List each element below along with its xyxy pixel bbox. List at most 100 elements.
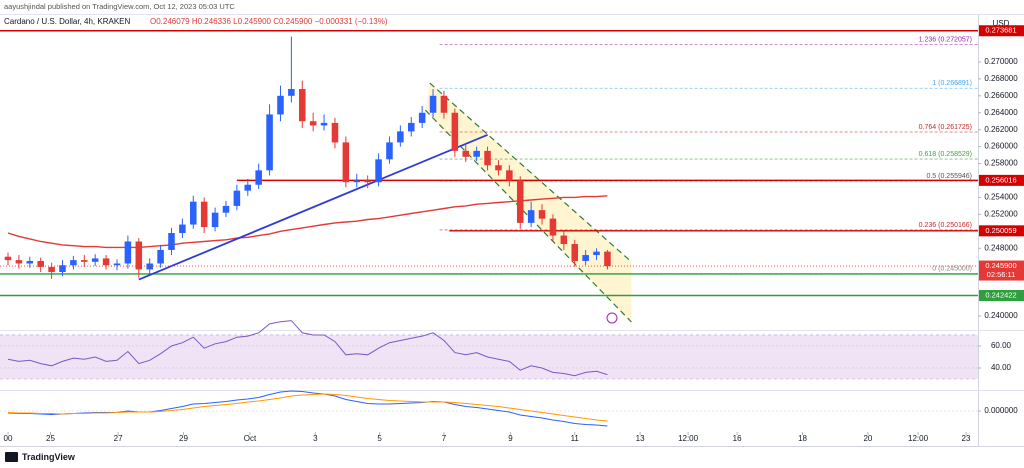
y-tick-label: 0.260000 [984,142,1018,151]
brand-logo [5,452,18,462]
x-tick-label: 11 [571,434,580,443]
x-tick-label: Oct [244,434,257,443]
candle-body [179,224,186,234]
candle-body [407,122,415,132]
candle-body [146,263,153,270]
candle-body [135,241,143,270]
indicator-line [7,320,608,377]
candle-body [495,165,502,171]
price-level-marker [979,290,1024,302]
x-tick-label: 25 [46,434,55,443]
candle-body [571,244,579,261]
candle-body [70,260,77,266]
candle-body [124,241,132,264]
candle-body [211,212,219,228]
moving-average [7,195,608,249]
x-tick-label: 18 [798,434,807,443]
candle-body [506,170,513,181]
candle-body [255,170,262,185]
candle-body [320,122,328,126]
x-tick-label: 9 [508,434,513,443]
indicator-line [7,393,608,422]
candle-body [200,201,208,228]
candle-body [222,205,230,213]
symbol-title: Cardano / U.S. Dollar, 4h, KRAKEN [4,17,131,26]
x-tick-label: 00 [4,434,13,443]
y-tick-label: 0.000000 [984,406,1018,415]
y-tick-label: 0.266000 [984,91,1018,100]
price-level-label: 0.256016 [985,175,1016,184]
candle-body [560,235,568,245]
last-price-marker [979,260,1024,281]
y-tick-label: 0.254000 [984,193,1018,202]
price-level-label: 0.273681 [985,26,1016,35]
candle-body [37,260,44,267]
candle-body [15,260,23,264]
y-tick-label: 40.00 [991,363,1012,372]
y-tick-label: 0.262000 [984,125,1018,134]
candle-body [168,233,175,250]
x-tick-label: 23 [962,434,971,443]
x-tick-label: 16 [733,434,742,443]
candle-body [353,180,361,183]
x-tick-label: 7 [442,434,447,443]
candle-body [244,184,252,191]
candle-body [593,251,600,256]
last-price-label: 0.245900 [985,261,1016,270]
candle-body [298,89,306,122]
y-tick-label: 0.258000 [984,159,1018,168]
candle-body [429,95,437,113]
x-tick-label: 29 [179,434,188,443]
fib-label: 1.236 (0.272057) [919,36,972,43]
candle-body [157,249,164,264]
candle-body [440,95,448,113]
candle-body [102,258,110,266]
candle-body [266,114,273,171]
channel-line [429,82,632,263]
fib-label: 0 (0.245000) [932,266,972,273]
candle-body [4,256,12,261]
y-tick-label: 0.268000 [984,74,1018,83]
trend-line [138,133,488,281]
fib-label: 0.5 (0.255946) [926,173,972,180]
price-level-label: 0.250059 [985,226,1016,235]
fib-label: 0.236 (0.250166) [919,222,972,229]
y-tick-label: 0.270000 [984,57,1018,66]
candle-body [59,265,66,272]
x-tick-label: 5 [377,434,382,443]
x-tick-label: 12:00 [908,434,929,443]
price-level-label: 0.242422 [985,290,1016,299]
candle-body [277,95,284,115]
candle-body [527,210,535,223]
fib-label: 0.764 (0.261725) [919,124,972,131]
candle-body [418,112,426,123]
candle-body [190,201,197,225]
candle-body [342,142,350,183]
brand: TradingView [5,452,76,462]
candle-body [26,260,34,264]
candle-body [91,258,99,262]
candle-body [309,121,317,126]
price-level-marker [979,174,1024,186]
x-tick-label: 13 [636,434,645,443]
x-tick-label: 20 [863,434,872,443]
candle-body [604,251,611,267]
candle-body [484,150,491,166]
candle-body [233,190,241,206]
candle-body [582,255,589,261]
candle-body [331,122,339,143]
y-tick-label: 60.00 [991,341,1012,350]
alert-icon [606,312,618,324]
candle-body [288,89,295,96]
currency: USD [993,19,1010,28]
author-line: aayushjindal published on TradingView.co… [4,2,235,11]
candle-body [473,150,480,157]
candle-body [516,180,524,223]
candle-body [375,159,382,183]
channel-fill [425,83,632,322]
x-tick-label: 27 [114,434,123,443]
candle-body [81,260,88,262]
candle-body [549,218,557,236]
